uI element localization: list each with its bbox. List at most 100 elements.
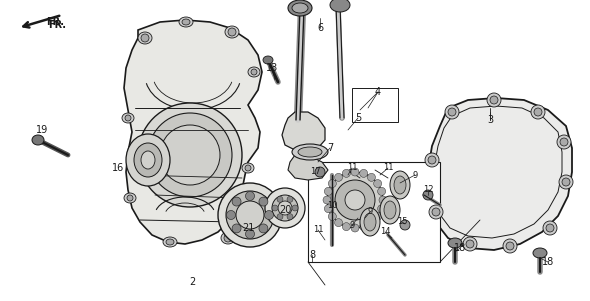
Text: 17: 17 xyxy=(310,167,320,176)
Ellipse shape xyxy=(351,168,359,176)
Text: 11: 11 xyxy=(313,225,323,234)
Bar xyxy=(352,88,398,122)
Ellipse shape xyxy=(400,220,410,230)
Ellipse shape xyxy=(534,108,542,116)
Text: 9: 9 xyxy=(349,221,355,229)
Ellipse shape xyxy=(221,232,235,244)
Ellipse shape xyxy=(384,201,396,219)
Text: 18: 18 xyxy=(542,257,554,267)
Ellipse shape xyxy=(259,197,268,206)
Ellipse shape xyxy=(559,175,573,189)
Ellipse shape xyxy=(259,224,268,233)
Text: 9: 9 xyxy=(368,207,373,216)
Ellipse shape xyxy=(265,188,305,228)
Ellipse shape xyxy=(562,178,570,186)
Ellipse shape xyxy=(324,187,332,195)
Ellipse shape xyxy=(335,219,343,227)
Ellipse shape xyxy=(292,144,328,160)
Text: 7: 7 xyxy=(327,143,333,153)
Ellipse shape xyxy=(182,19,190,25)
Ellipse shape xyxy=(272,195,298,221)
Ellipse shape xyxy=(324,205,332,213)
Ellipse shape xyxy=(490,96,498,104)
Ellipse shape xyxy=(141,34,149,42)
Ellipse shape xyxy=(378,187,386,195)
Ellipse shape xyxy=(134,143,162,177)
Ellipse shape xyxy=(218,183,282,247)
Ellipse shape xyxy=(160,125,220,185)
Ellipse shape xyxy=(126,134,170,186)
Ellipse shape xyxy=(380,196,400,224)
Ellipse shape xyxy=(345,190,365,210)
Ellipse shape xyxy=(287,214,293,220)
Text: 15: 15 xyxy=(396,218,407,226)
Ellipse shape xyxy=(125,115,131,121)
Polygon shape xyxy=(288,155,328,180)
Ellipse shape xyxy=(278,201,292,215)
Ellipse shape xyxy=(122,113,134,123)
Ellipse shape xyxy=(360,208,380,236)
Ellipse shape xyxy=(329,179,336,188)
Ellipse shape xyxy=(232,197,241,206)
Ellipse shape xyxy=(487,93,501,107)
Ellipse shape xyxy=(245,229,254,238)
Ellipse shape xyxy=(166,239,174,245)
Ellipse shape xyxy=(503,239,517,253)
Ellipse shape xyxy=(448,238,462,248)
Bar xyxy=(100,12,295,268)
Polygon shape xyxy=(282,112,325,150)
Ellipse shape xyxy=(226,191,274,239)
Text: 4: 4 xyxy=(375,87,381,97)
Ellipse shape xyxy=(428,156,436,164)
Ellipse shape xyxy=(368,219,375,227)
Text: 5: 5 xyxy=(355,113,361,123)
Ellipse shape xyxy=(360,169,368,177)
Ellipse shape xyxy=(315,167,325,177)
Polygon shape xyxy=(428,98,572,250)
Ellipse shape xyxy=(138,32,152,44)
Ellipse shape xyxy=(292,205,298,211)
Text: FR.: FR. xyxy=(46,17,64,27)
Ellipse shape xyxy=(335,173,343,181)
Ellipse shape xyxy=(251,69,257,75)
Ellipse shape xyxy=(163,237,177,247)
Ellipse shape xyxy=(425,153,439,167)
Text: FR.: FR. xyxy=(48,20,66,30)
Ellipse shape xyxy=(329,213,336,220)
Text: 18: 18 xyxy=(454,243,466,253)
Ellipse shape xyxy=(232,224,241,233)
Ellipse shape xyxy=(245,191,254,200)
Ellipse shape xyxy=(373,179,382,188)
Text: 11: 11 xyxy=(383,163,394,172)
Ellipse shape xyxy=(225,26,239,38)
Ellipse shape xyxy=(264,210,274,219)
Bar xyxy=(308,162,440,262)
Ellipse shape xyxy=(342,223,350,231)
Ellipse shape xyxy=(277,214,283,220)
Ellipse shape xyxy=(390,171,410,199)
Ellipse shape xyxy=(466,240,474,248)
Ellipse shape xyxy=(429,205,443,219)
Ellipse shape xyxy=(394,176,406,194)
Text: 13: 13 xyxy=(266,63,278,73)
Text: 19: 19 xyxy=(36,125,48,135)
Ellipse shape xyxy=(148,113,232,197)
Text: 9: 9 xyxy=(412,170,418,179)
Ellipse shape xyxy=(557,135,571,149)
Ellipse shape xyxy=(323,196,331,204)
Ellipse shape xyxy=(445,105,459,119)
Ellipse shape xyxy=(423,190,433,200)
Text: 14: 14 xyxy=(380,228,390,237)
Ellipse shape xyxy=(373,213,382,220)
Ellipse shape xyxy=(248,67,260,77)
Ellipse shape xyxy=(378,205,386,213)
Text: 2: 2 xyxy=(189,277,195,287)
Ellipse shape xyxy=(141,151,155,169)
Text: 8: 8 xyxy=(309,250,315,260)
Ellipse shape xyxy=(342,169,350,177)
Ellipse shape xyxy=(242,163,254,173)
Ellipse shape xyxy=(364,213,376,231)
Ellipse shape xyxy=(272,205,278,211)
Ellipse shape xyxy=(287,196,293,202)
Ellipse shape xyxy=(277,196,283,202)
